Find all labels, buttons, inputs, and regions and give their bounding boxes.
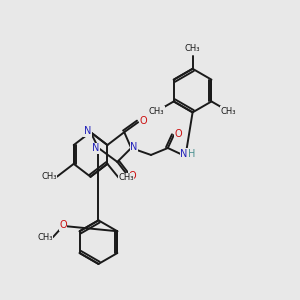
Text: CH₃: CH₃ [118, 173, 134, 182]
Text: O: O [175, 129, 182, 139]
Text: CH₃: CH₃ [37, 233, 53, 242]
Text: N: N [92, 143, 99, 153]
Text: N: N [84, 126, 91, 136]
Text: CH₃: CH₃ [185, 44, 200, 53]
Text: N: N [130, 142, 138, 152]
Text: CH₃: CH₃ [41, 172, 57, 181]
Text: O: O [128, 171, 136, 181]
Text: N: N [180, 149, 188, 159]
Text: O: O [139, 116, 147, 126]
Text: CH₃: CH₃ [149, 107, 164, 116]
Text: H: H [188, 149, 195, 159]
Text: O: O [59, 220, 67, 230]
Text: CH₃: CH₃ [221, 107, 236, 116]
